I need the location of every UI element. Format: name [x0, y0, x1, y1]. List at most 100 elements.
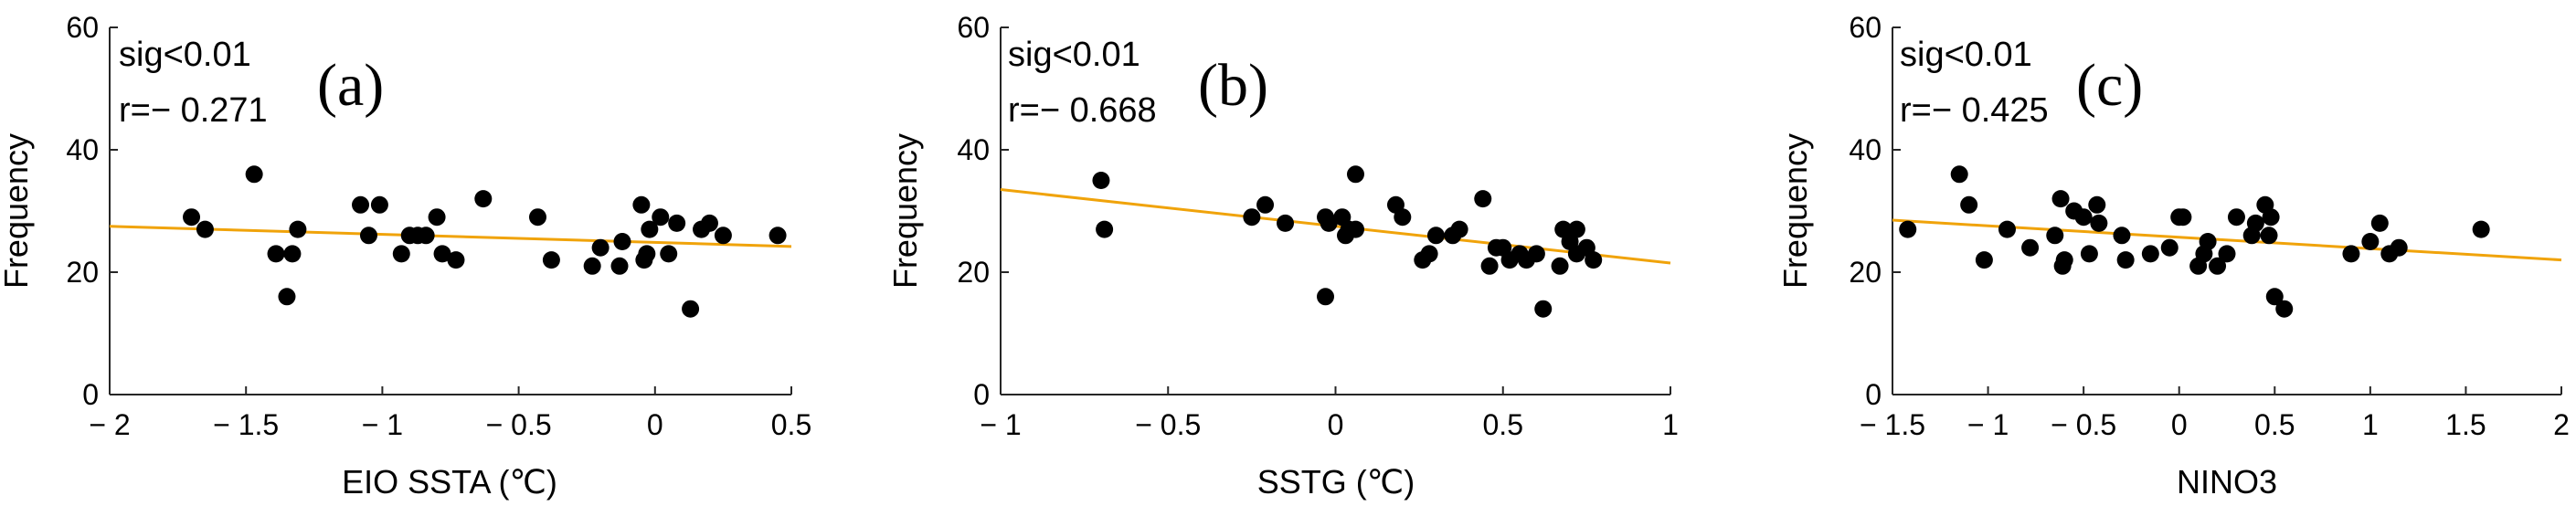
x-tick-label: − 1 [980, 408, 1021, 441]
panel-label: (a) [317, 52, 384, 119]
scatter-point [2275, 300, 2294, 318]
y-axis-label: Frequency [1776, 133, 1814, 289]
panel-c: 0 20 40 60 − 1.5 − 1 − 0.5 0 0.5 1 1.5 2 NINO3 Freque… [1776, 11, 2570, 501]
scatter-point [196, 220, 214, 238]
scatter-point [1277, 214, 1295, 232]
scatter-point [183, 208, 201, 227]
x-tick-label: 1.5 [2445, 408, 2486, 441]
scatter-point [2370, 214, 2389, 232]
scatter-point [641, 220, 659, 238]
scatter-point [2174, 208, 2192, 227]
x-tick-label: 1 [1662, 408, 1679, 441]
x-tick-label: − 0.5 [2051, 408, 2116, 441]
y-tick-label: 20 [1849, 256, 1882, 289]
scatter-point [2113, 227, 2131, 245]
scatter-point [1346, 165, 1364, 184]
x-axis-label: NINO3 [2177, 463, 2277, 501]
x-tick-label: − 0.5 [486, 408, 552, 441]
scatter-point [1450, 220, 1468, 238]
scatter-point [474, 190, 493, 208]
scatter-point [428, 208, 446, 227]
panel-label: (b) [1198, 52, 1268, 119]
scatter-point [359, 227, 377, 245]
scatter-point [2046, 227, 2064, 245]
scatter-point [2260, 227, 2278, 245]
scatter-point [1243, 208, 1261, 227]
scatter-point [610, 257, 629, 275]
scatter-point [2218, 245, 2236, 263]
y-tick-label: 40 [957, 133, 990, 166]
x-tick-label: 1 [2362, 408, 2379, 441]
scatter-point [1480, 257, 1499, 275]
y-tick-label: 60 [1849, 11, 1882, 44]
x-axis-label: SSTG (℃) [1257, 463, 1415, 501]
scatter-point [283, 245, 302, 263]
scatter-point [352, 195, 370, 214]
scatter-point [433, 245, 451, 263]
scatter-point [447, 251, 465, 269]
scatter-point [1394, 208, 1412, 227]
scatter-point [278, 288, 296, 306]
scatter-point [682, 300, 700, 318]
scatter-point [2088, 195, 2106, 214]
scatter-point [267, 245, 285, 263]
scatter-point [1320, 214, 1338, 232]
panel-label: (c) [2076, 52, 2143, 119]
panel-a: 0 20 40 60 − 2 − 1.5 − 1 − 0.5 0 0.5 EIO SSTA (℃) F… [0, 11, 811, 501]
scatter-point [700, 214, 718, 232]
x-tick-label: − 1.5 [1860, 408, 1925, 441]
x-axis-label: EIO SSTA (℃) [342, 463, 557, 501]
y-tick-label: 60 [66, 11, 99, 44]
x-tick-label: 0 [647, 408, 663, 441]
x-tick-label: 2 [2553, 408, 2570, 441]
correlation-label: r=− 0.668 [1008, 91, 1157, 130]
y-axis-label: Frequency [0, 133, 35, 289]
x-tick-label: 0 [2171, 408, 2188, 441]
scatter-point [2116, 251, 2135, 269]
scatter-point [245, 165, 263, 184]
scatter-point [2080, 245, 2098, 263]
scatter-point [1426, 227, 1445, 245]
scatter-point [591, 238, 610, 257]
y-axis-label: Frequency [886, 133, 924, 289]
significance-label: sig<0.01 [1008, 36, 1140, 74]
y-tick-label: 20 [66, 256, 99, 289]
x-tick-label: − 2 [89, 408, 130, 441]
scatter-point [652, 208, 670, 227]
y-tick-label: 40 [66, 133, 99, 166]
scatter-point [392, 245, 410, 263]
scatter-point [714, 227, 732, 245]
x-tick-label: 0.5 [1483, 408, 1523, 441]
x-tick-label: − 0.5 [1135, 408, 1201, 441]
scatter-point [528, 208, 546, 227]
scatter-point [1585, 251, 1603, 269]
scatter-point [2090, 214, 2108, 232]
scatter-point [2361, 233, 2380, 250]
scatter-point [542, 251, 560, 269]
scatter-point [2472, 220, 2490, 238]
scatter-point [632, 195, 651, 214]
scatter-point [1534, 300, 1553, 318]
scatter-point [2390, 238, 2408, 257]
panel-b: 0 20 40 60 − 1 − 0.5 0 0.5 1 SSTG (℃) Frequency sig… [886, 11, 1679, 501]
y-tick-label: 0 [1865, 378, 1882, 411]
scatter-point [1975, 251, 1993, 269]
scatter-point [2141, 245, 2159, 263]
scatter-point [2160, 238, 2178, 257]
x-tick-label: 0.5 [2254, 408, 2295, 441]
scatter-point [2342, 245, 2360, 263]
significance-label: sig<0.01 [119, 36, 251, 74]
y-tick-label: 0 [82, 378, 99, 411]
x-tick-label: − 1.5 [213, 408, 279, 441]
x-tick-label: 0.5 [771, 408, 811, 441]
scatter-point [613, 233, 631, 250]
scatter-point [1567, 220, 1585, 238]
scatter-point [1899, 220, 1917, 238]
scatter-point [2074, 208, 2093, 227]
scatter-point [1960, 195, 1978, 214]
scatter-point [1346, 220, 1364, 238]
scatter-point [2246, 214, 2264, 232]
scatter-point [417, 227, 435, 245]
correlation-label: r=− 0.271 [119, 91, 268, 130]
